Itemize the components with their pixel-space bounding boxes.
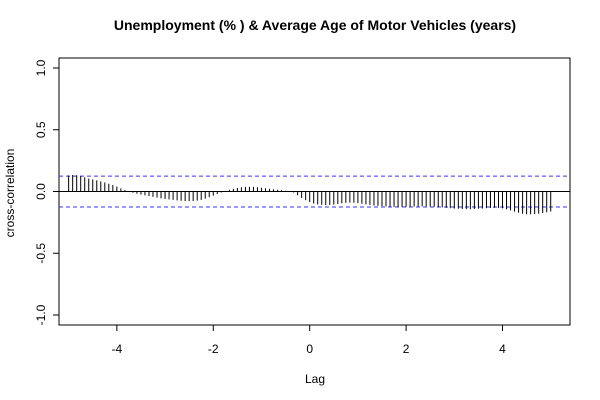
- y-tick-label: -0.5: [34, 243, 48, 264]
- x-tick-label: 4: [499, 342, 506, 356]
- y-tick-label: 0.0: [34, 183, 48, 200]
- y-axis-label: cross-correlation: [3, 149, 17, 238]
- x-tick-label: 0: [306, 342, 313, 356]
- x-tick-label: 2: [403, 342, 410, 356]
- y-tick-label: 1.0: [34, 59, 48, 76]
- plot-area: [58, 57, 571, 326]
- x-tick-label: -4: [112, 342, 123, 356]
- x-axis: -4 -2 0 2 4: [112, 325, 506, 356]
- y-axis: -1.0 -0.5 0.0 0.5 1.0: [34, 59, 59, 325]
- x-axis-label: Lag: [305, 372, 325, 386]
- chart-title: Unemployment (% ) & Average Age of Motor…: [114, 17, 516, 33]
- y-tick-label: 0.5: [34, 121, 48, 138]
- x-tick-label: -2: [208, 342, 219, 356]
- y-tick-label: -1.0: [34, 304, 48, 325]
